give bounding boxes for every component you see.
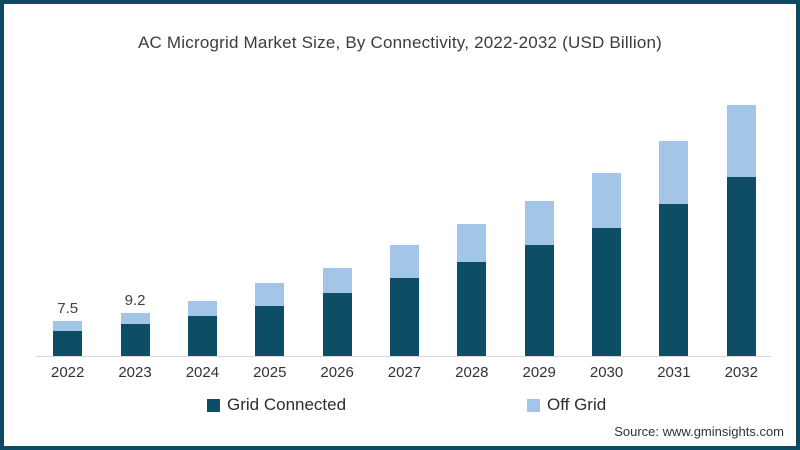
bar-column [640, 96, 707, 357]
grid-connected-segment [53, 331, 83, 357]
x-axis-labels: 2022 2023 2024 2025 2026 2027 2028 2029 2030 2031… [34, 357, 775, 387]
bar-column [371, 96, 438, 357]
off-grid-segment [524, 201, 554, 245]
grid-connected-segment [255, 305, 285, 357]
x-tick-label: 2029 [522, 363, 556, 381]
bar-column [236, 96, 303, 357]
grid-connected-segment [187, 315, 217, 357]
grid-connected-segment [592, 228, 622, 357]
off-grid-segment [389, 245, 419, 279]
grid-connected-segment [659, 203, 689, 357]
source-text: Source: www.gminsights.com [614, 424, 784, 439]
x-tick-label: 2022 [50, 363, 85, 381]
grid-connected-segment [726, 177, 756, 357]
off-grid-segment [120, 313, 150, 324]
off-grid-segment [187, 300, 217, 316]
bars-container: 7.5 9.2 [34, 96, 775, 357]
x-tick-label: 2028 [455, 363, 489, 381]
off-grid-segment [592, 173, 622, 229]
bar-value-label: 7.5 [57, 300, 79, 318]
off-grid-segment [53, 321, 83, 332]
grid-connected-segment [389, 278, 419, 357]
off-grid-swatch-icon [527, 398, 540, 412]
x-tick-label: 2032 [724, 363, 758, 381]
x-tick-label: 2025 [253, 363, 287, 381]
bar-column [506, 96, 573, 357]
x-tick-label: 2031 [657, 363, 691, 381]
plot-area: 7.5 9.2 [34, 96, 775, 357]
legend-item-grid-connected: Grid Connected [207, 395, 346, 415]
x-tick-label: 2027 [387, 363, 422, 381]
legend-label-grid-connected: Grid Connected [227, 395, 347, 414]
bar-column [708, 96, 775, 357]
x-tick-label: 2030 [589, 363, 624, 381]
x-tick-label: 2023 [118, 363, 152, 381]
chart-title: AC Microgrid Market Size, By Connectivit… [137, 33, 662, 52]
off-grid-segment [255, 283, 285, 306]
x-axis-line [36, 356, 771, 357]
legend-item-off-grid: Off Grid [527, 395, 606, 415]
off-grid-segment [322, 267, 352, 294]
bar-column: 7.5 [34, 96, 101, 357]
grid-connected-segment [457, 262, 487, 357]
x-tick-label: 2024 [185, 363, 220, 381]
off-grid-segment [659, 141, 689, 204]
bar-column [169, 96, 236, 357]
grid-connected-segment [322, 293, 352, 357]
bar-column [573, 96, 640, 357]
off-grid-segment [457, 223, 487, 263]
off-grid-segment [726, 104, 756, 178]
bar-column: 9.2 [101, 96, 168, 357]
bar-value-label: 9.2 [124, 292, 146, 310]
bar-column [438, 96, 505, 357]
grid-connected-segment [120, 323, 150, 357]
grid-connected-segment [524, 244, 554, 357]
legend-label-off-grid: Off Grid [547, 395, 607, 414]
legend: Grid Connected Off Grid [4, 395, 796, 421]
grid-connected-swatch-icon [207, 398, 220, 412]
bar-column [303, 96, 370, 357]
x-tick-label: 2026 [320, 363, 354, 381]
